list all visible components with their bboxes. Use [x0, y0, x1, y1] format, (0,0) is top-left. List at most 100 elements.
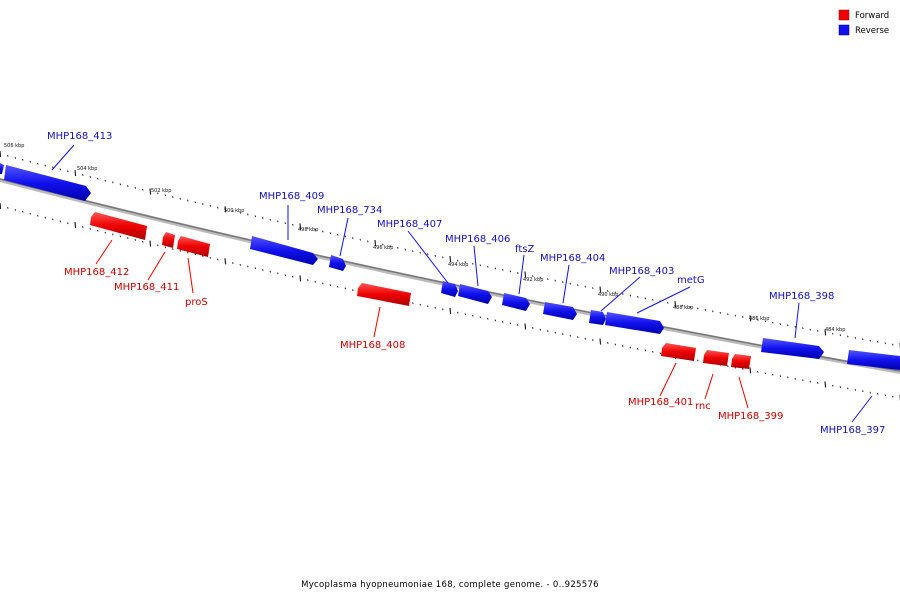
scale-tick-minor: [877, 340, 879, 343]
scale-tick-minor: [67, 222, 69, 225]
scale-tick-minor: [487, 317, 489, 320]
scale-tick-minor: [682, 304, 684, 307]
scale-tick-minor: [359, 238, 362, 241]
scale-tick-minor: [412, 250, 414, 253]
scale-tick-minor: [884, 394, 887, 397]
scale-tick-minor: [7, 206, 9, 209]
scale-tick-minor: [254, 267, 257, 270]
scale-tick-minor: [472, 314, 474, 317]
gene-MHP168_399[interactable]: [731, 354, 751, 369]
scale-tick-minor: [847, 387, 849, 390]
scale-tick-minor: [179, 249, 182, 252]
scale-tick-minor: [809, 380, 812, 383]
scale-tick-minor: [592, 339, 594, 342]
scale-tick-minor: [509, 322, 512, 325]
gene-rnc[interactable]: [703, 350, 729, 366]
scale-tick-minor: [794, 377, 797, 380]
scale-tick-major: [824, 381, 827, 388]
scale-tick-minor: [802, 327, 804, 330]
scale-tick-minor: [734, 314, 737, 317]
scale-label: 494 kbp: [448, 262, 468, 268]
scale-tick-minor: [772, 321, 774, 324]
scale-tick-minor: [89, 227, 92, 230]
scale-tick-minor: [839, 334, 842, 337]
scale-tick-minor: [832, 384, 834, 387]
scale-label: 500 kbp: [224, 208, 244, 214]
scale-tick-minor: [614, 291, 617, 294]
scale-tick-minor: [59, 220, 62, 223]
scale-tick-minor: [479, 264, 482, 267]
scale-label: 490 kbp: [598, 292, 618, 298]
scale-label: 506 kbp: [4, 143, 24, 149]
gene-MHP168_413[interactable]: [4, 165, 91, 201]
scale-tick-minor: [787, 376, 789, 379]
scale-tick-minor: [247, 265, 249, 268]
gene-ftsZ[interactable]: [502, 293, 530, 311]
gene-MHP168_409[interactable]: [250, 236, 318, 265]
gene-label: MHP168_412: [64, 267, 129, 278]
scale-tick-minor: [442, 308, 444, 311]
gene-MHP168_401[interactable]: [661, 343, 696, 361]
scale-tick-minor: [29, 160, 32, 163]
gene-MHP168_406[interactable]: [458, 284, 492, 304]
gene-proS[interactable]: [177, 236, 210, 257]
scale-tick-minor: [472, 262, 474, 265]
scale-tick-minor: [217, 206, 219, 209]
scale-tick-minor: [104, 231, 107, 234]
scale-tick-minor: [862, 390, 864, 393]
gene-MHP168_412[interactable]: [90, 212, 147, 240]
scale-tick-minor: [119, 235, 122, 238]
scale-tick-minor: [337, 285, 339, 288]
gene-label: MHP168_408: [340, 340, 405, 351]
scale-tick-minor: [757, 370, 759, 373]
scale-tick-minor: [764, 320, 767, 323]
scale-tick-minor: [577, 336, 579, 339]
scale-tick-minor: [427, 253, 429, 256]
scale-label: 502 kbp: [151, 188, 171, 194]
scale-tick-minor: [577, 284, 579, 287]
gene-MHP168_411[interactable]: [162, 232, 175, 248]
gene-MHP168_404[interactable]: [543, 302, 577, 320]
scale-tick-minor: [779, 323, 782, 326]
forward-genes: [90, 212, 751, 369]
gene-MHP168_734[interactable]: [329, 255, 346, 271]
scale-tick-minor: [239, 263, 242, 266]
scale-tick-minor: [277, 220, 279, 223]
scale-tick-minor: [112, 233, 114, 236]
scale-tick-minor: [847, 335, 849, 338]
scale-tick-minor: [794, 325, 797, 328]
scale-tick-minor: [742, 316, 744, 318]
scale-tick-minor: [209, 204, 212, 207]
legend-reverse-label: Reverse: [855, 26, 889, 36]
gene-label: MHP168_411: [114, 282, 179, 293]
gene-MHP168_407[interactable]: [441, 281, 458, 297]
scale-tick-minor: [817, 330, 819, 332]
scale-tick-minor: [44, 216, 47, 219]
scale-tick-major: [674, 301, 677, 308]
scale-tick-minor: [29, 212, 32, 215]
scale-tick-major: [524, 271, 527, 278]
scale-tick-minor: [757, 318, 759, 321]
scale-tick-minor: [562, 333, 564, 336]
gene-label: ftsZ: [515, 244, 534, 255]
scale-tick-minor: [142, 188, 144, 191]
scale-tick-major: [374, 239, 377, 247]
scale-tick-minor: [727, 365, 729, 368]
scale-tick-minor: [127, 185, 129, 188]
scale-tick-minor: [419, 303, 422, 306]
gene-MHP168_413[interactable]: [0, 163, 4, 174]
scale-tick-minor: [284, 222, 287, 225]
gene-MHP168_403[interactable]: [589, 310, 606, 325]
gene-MHP168_397[interactable]: [847, 350, 900, 370]
scale-tick-minor: [644, 349, 647, 352]
legend: Forward Reverse: [838, 9, 889, 36]
scale-tick-minor: [217, 258, 219, 261]
scale-tick-minor: [667, 301, 669, 304]
scale-tick-minor: [442, 256, 444, 259]
scale-labels: 506 kbp 504 kbp 502 kbp 500 kbp 498 kbp …: [4, 143, 845, 333]
scale-tick-minor: [14, 156, 17, 159]
gene-MHP168_408[interactable]: [357, 283, 411, 306]
gene-MHP168_398[interactable]: [761, 338, 824, 359]
gene-metG[interactable]: [605, 312, 664, 334]
scale-tick-minor: [644, 297, 647, 300]
